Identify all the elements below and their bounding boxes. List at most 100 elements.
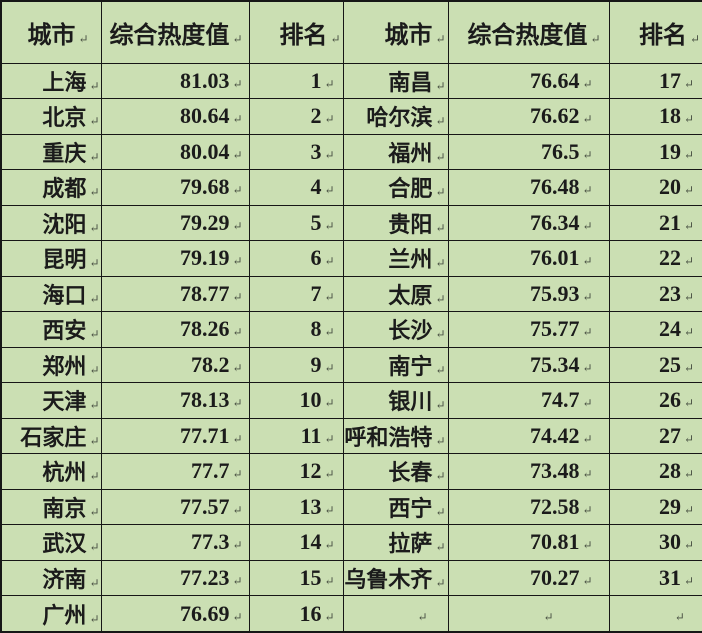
city-cell-text: 西宁 — [388, 495, 433, 521]
value-cell: 75.77 ↵ — [447, 311, 610, 348]
cell-end-marker-icon: ↵ — [582, 573, 593, 588]
cell-end-marker-icon: ↵ — [582, 502, 593, 517]
cell-end-marker-icon: ↵ — [683, 502, 694, 517]
header-row: 城市 ↵ 综合热度值 ↵ 排名 ↵ 城市 ↵ 综合热度值 ↵ 排名 ↵ — [0, 0, 702, 64]
city-cell: 合肥 ↵ — [342, 169, 449, 206]
value-cell-text: 76.48 — [529, 174, 580, 200]
rank-cell: 19 ↵ — [608, 133, 702, 171]
rank-cell-text: 2 — [310, 103, 322, 129]
cell-end-marker-icon: ↵ — [89, 256, 100, 271]
city-cell: 长春 ↵ — [342, 453, 449, 490]
city-cell: 上海 ↵ — [0, 62, 102, 100]
city-cell: 昆明 ↵ — [0, 240, 102, 277]
cell-end-marker-icon: ↵ — [435, 256, 446, 271]
rank-cell: 20 ↵ — [608, 169, 702, 206]
table-row: 南京 ↵ 77.57 ↵ 13 ↵ 西宁 ↵ 72.58 ↵ 29 ↵ — [0, 488, 702, 526]
table-row: 上海 ↵ 81.03 ↵ 1 ↵ 南昌 ↵ 76.64 ↵ 17 ↵ — [0, 62, 702, 100]
city-cell: 太原 ↵ — [342, 275, 449, 313]
city-cell: 南京 ↵ — [0, 488, 102, 526]
header-city-right: 城市 ↵ — [342, 0, 449, 64]
value-cell: 81.03 ↵ — [100, 62, 250, 100]
cell-end-marker-icon: ↵ — [324, 183, 335, 198]
city-cell: 天津 ↵ — [0, 382, 102, 419]
cell-end-marker-icon: ↵ — [683, 183, 694, 198]
rank-cell: 21 ↵ — [608, 204, 702, 242]
value-cell: 79.29 ↵ — [100, 204, 250, 242]
cell-end-marker-icon: ↵ — [417, 609, 428, 624]
rank-cell: 1 ↵ — [248, 62, 344, 100]
cell-end-marker-icon: ↵ — [582, 538, 593, 553]
value-cell: 76.64 ↵ — [447, 62, 610, 100]
header-city-left: 城市 ↵ — [0, 0, 102, 64]
value-cell: 78.77 ↵ — [100, 275, 250, 313]
city-cell: 福州 ↵ — [342, 133, 449, 171]
cell-end-marker-icon: ↵ — [683, 76, 694, 91]
value-cell: 80.64 ↵ — [100, 98, 250, 135]
value-cell-text: 78.77 — [179, 280, 230, 306]
cell-end-marker-icon: ↵ — [89, 469, 100, 484]
cell-end-marker-icon: ↵ — [232, 502, 243, 517]
cell-end-marker-icon: ↵ — [232, 254, 243, 269]
rank-cell-text: 20 — [658, 174, 681, 200]
value-cell: 77.23 ↵ — [100, 559, 250, 597]
rank-cell-text: 26 — [658, 387, 681, 413]
cell-end-marker-icon: ↵ — [683, 396, 694, 411]
cell-end-marker-icon: ↵ — [232, 289, 243, 304]
value-cell: 74.42 ↵ — [447, 417, 610, 455]
cell-end-marker-icon: ↵ — [232, 76, 243, 91]
value-cell-text: 77.3 — [190, 529, 230, 555]
rank-cell: 28 ↵ — [608, 453, 702, 490]
rank-cell-text: 27 — [658, 422, 681, 448]
city-cell: 拉萨 ↵ — [342, 524, 449, 561]
rank-cell-text: 8 — [310, 316, 322, 342]
cell-end-marker-icon: ↵ — [89, 433, 100, 448]
cell-end-marker-icon: ↵ — [435, 78, 446, 93]
value-cell-text: 79.29 — [179, 209, 230, 235]
cell-end-marker-icon: ↵ — [435, 114, 446, 129]
cell-end-marker-icon: ↵ — [232, 183, 243, 198]
cell-end-marker-icon: ↵ — [89, 78, 100, 93]
city-cell: 郑州 ↵ — [0, 346, 102, 384]
cell-end-marker-icon: ↵ — [683, 431, 694, 446]
cell-end-marker-icon: ↵ — [89, 291, 100, 306]
city-cell: 杭州 ↵ — [0, 453, 102, 490]
cell-end-marker-icon: ↵ — [683, 218, 694, 233]
header-rank-left-label: 排名 — [279, 22, 328, 49]
rank-cell: 29 ↵ — [608, 488, 702, 526]
table-row: 武汉 ↵ 77.3 ↵ 14 ↵ 拉萨 ↵ 70.81 ↵ 30 ↵ — [0, 524, 702, 561]
rank-cell-text: 14 — [299, 529, 322, 555]
cell-end-marker-icon: ↵ — [683, 360, 694, 375]
cell-end-marker-icon: ↵ — [582, 431, 593, 446]
city-cell: 西安 ↵ — [0, 311, 102, 348]
city-cell-text: 兰州 — [388, 247, 433, 273]
city-cell: 南宁 ↵ — [342, 346, 449, 384]
value-cell-text: 75.93 — [529, 280, 580, 306]
cell-end-marker-icon: ↵ — [435, 433, 446, 448]
cell-end-marker-icon: ↵ — [232, 396, 243, 411]
rank-cell: 11 ↵ — [248, 417, 344, 455]
cell-end-marker-icon: ↵ — [435, 575, 446, 590]
city-cell: 济南 ↵ — [0, 559, 102, 597]
table-row: 北京 ↵ 80.64 ↵ 2 ↵ 哈尔滨 ↵ 76.62 ↵ 18 ↵ — [0, 98, 702, 135]
city-cell: 呼和浩特 ↵ — [342, 417, 449, 455]
cell-end-marker-icon: ↵ — [324, 289, 335, 304]
city-cell-text: 乌鲁木齐 — [344, 566, 433, 592]
value-cell-text: 76.5 — [540, 138, 580, 164]
city-cell: 西宁 ↵ — [342, 488, 449, 526]
city-cell: 石家庄 ↵ — [0, 417, 102, 455]
value-cell-text: 76.01 — [529, 245, 580, 271]
cell-end-marker-icon: ↵ — [89, 362, 100, 377]
cell-end-marker-icon: ↵ — [89, 185, 100, 200]
rank-cell: 30 ↵ — [608, 524, 702, 561]
city-cell: 贵阳 ↵ — [342, 204, 449, 242]
city-cell-text: 长沙 — [388, 318, 433, 344]
rank-cell: 22 ↵ — [608, 240, 702, 277]
cell-end-marker-icon: ↵ — [232, 218, 243, 233]
city-cell: 武汉 ↵ — [0, 524, 102, 561]
cell-end-marker-icon: ↵ — [232, 573, 243, 588]
rank-cell: 9 ↵ — [248, 346, 344, 384]
value-cell-text: 80.64 — [179, 103, 230, 129]
cell-end-marker-icon: ↵ — [582, 396, 593, 411]
cell-end-marker-icon: ↵ — [689, 31, 700, 46]
